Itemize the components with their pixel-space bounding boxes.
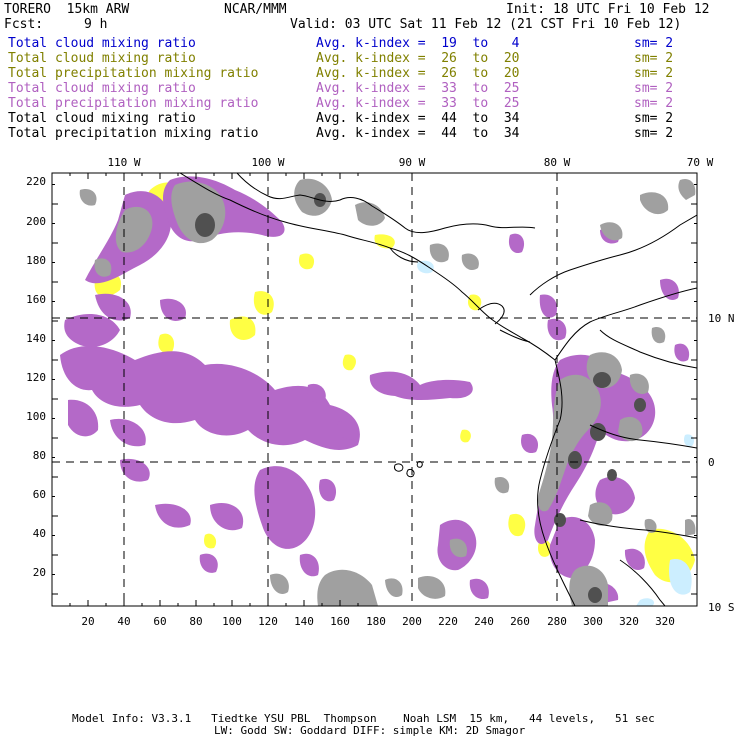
lon-label: 70 W [687,156,714,169]
x-tick-label: 200 [402,615,422,628]
legend-kindex: Avg. k-index = 44 to 34 [316,126,520,141]
x-tick-label: 240 [474,615,494,628]
legend-smoothing: sm= 2 [634,66,674,81]
x-tick-label: 320 [619,615,639,628]
legend-smoothing: sm= 2 [634,81,674,96]
y-tick-label: 160 [26,293,46,306]
model-info: Model Info: V3.3.1 Tiedtke YSU PBL Thomp… [72,712,655,725]
forecast-label: Fcst: [4,17,44,32]
valid-time: Valid: 03 UTC Sat 11 Feb 12 (21 CST Fri … [290,17,682,32]
y-tick-label: 80 [33,449,46,462]
cloud-fields [52,173,697,606]
x-axis-ticks [51,173,359,606]
x-axis-labels: 20 40 60 80 100 120 140 160 180 200 220 … [81,615,639,628]
legend-row: Total cloud mixing ratio Avg. k-index = … [0,111,740,126]
legend-kindex: Avg. k-index = 26 to 20 [316,66,520,81]
x-tick-label: 60 [153,615,166,628]
legend-kindex: Avg. k-index = 33 to 25 [316,81,520,96]
legend-field: Total precipitation mixing ratio [8,96,259,111]
x-tick-label: 100 [222,615,242,628]
physics-info: LW: Godd SW: Goddard DIFF: simple KM: 2D… [214,724,526,737]
x-tick-label: 20 [81,615,94,628]
y-tick-label: 200 [26,215,46,228]
forecast-hours: 9 h [84,17,108,32]
legend-row: Total cloud mixing ratio Avg. k-index = … [0,36,740,51]
legend-kindex: Avg. k-index = 19 to 4 [316,36,520,51]
legend-smoothing: sm= 2 [634,126,674,141]
legend-row: Total cloud mixing ratio Avg. k-index = … [0,51,740,66]
map-frame [51,172,698,607]
y-tick-label: 100 [26,410,46,423]
y-axis-labels: 220 200 180 160 140 120 100 80 60 40 20 [26,175,46,579]
legend-field: Total cloud mixing ratio [8,81,196,96]
legend-field: Total cloud mixing ratio [8,111,196,126]
y-tick-label: 120 [26,371,46,384]
legend-kindex: Avg. k-index = 26 to 20 [316,51,520,66]
coastlines [179,173,697,606]
graticule [52,173,697,606]
legend-smoothing: sm= 2 [634,51,674,66]
legend-row: Total precipitation mixing ratio Avg. k-… [0,126,740,141]
init-time: Init: 18 UTC Fri 10 Feb 12 [506,2,710,17]
x-tick-label: 160 [330,615,350,628]
x-tick-label: 40 [117,615,130,628]
x-tick-label: 300 [583,615,603,628]
lon-label: 80 W [544,156,571,169]
legend-field: Total cloud mixing ratio [8,51,196,66]
x-tick-label: 120 [258,615,278,628]
lon-label: 110 W [107,156,140,169]
center-title: NCAR/MMM [224,2,287,17]
x-tick-label-320: 320 [655,615,675,628]
legend-field: Total precipitation mixing ratio [8,66,259,81]
legend-smoothing: sm= 2 [634,36,674,51]
y-tick-label: 40 [33,527,46,540]
legend-smoothing: sm= 2 [634,111,674,126]
x-tick-label: 140 [294,615,314,628]
latitude-labels: 10 N 0 10 S [708,312,735,614]
lat-label: 10 S [708,601,735,614]
y-tick-label: 60 [33,488,46,501]
legend-row: Total precipitation mixing ratio Avg. k-… [0,96,740,111]
legend-field: Total cloud mixing ratio [8,36,196,51]
y-axis-ticks [52,184,697,595]
y-tick-label: 20 [33,566,46,579]
x-tick-label: 260 [510,615,530,628]
lat-label: 10 N [708,312,735,325]
lon-label: 100 W [251,156,284,169]
legend-kindex: Avg. k-index = 44 to 34 [316,111,520,126]
x-tick-label: 80 [189,615,202,628]
model-title: TORERO 15km ARW [4,2,130,17]
lon-label: 90 W [399,156,426,169]
x-tick-label: 180 [366,615,386,628]
legend-row: Total cloud mixing ratio Avg. k-index = … [0,81,740,96]
y-tick-label: 180 [26,254,46,267]
legend-row: Total precipitation mixing ratio Avg. k-… [0,66,740,81]
legend-field: Total precipitation mixing ratio [8,126,259,141]
y-tick-label: 220 [26,175,46,188]
legend-kindex: Avg. k-index = 33 to 25 [316,96,520,111]
lat-label: 0 [708,456,715,469]
legend-smoothing: sm= 2 [634,96,674,111]
x-tick-label: 280 [547,615,567,628]
x-tick-label: 220 [438,615,458,628]
y-tick-label: 140 [26,332,46,345]
longitude-labels: 110 W 100 W 90 W 80 W 70 W [107,156,713,169]
